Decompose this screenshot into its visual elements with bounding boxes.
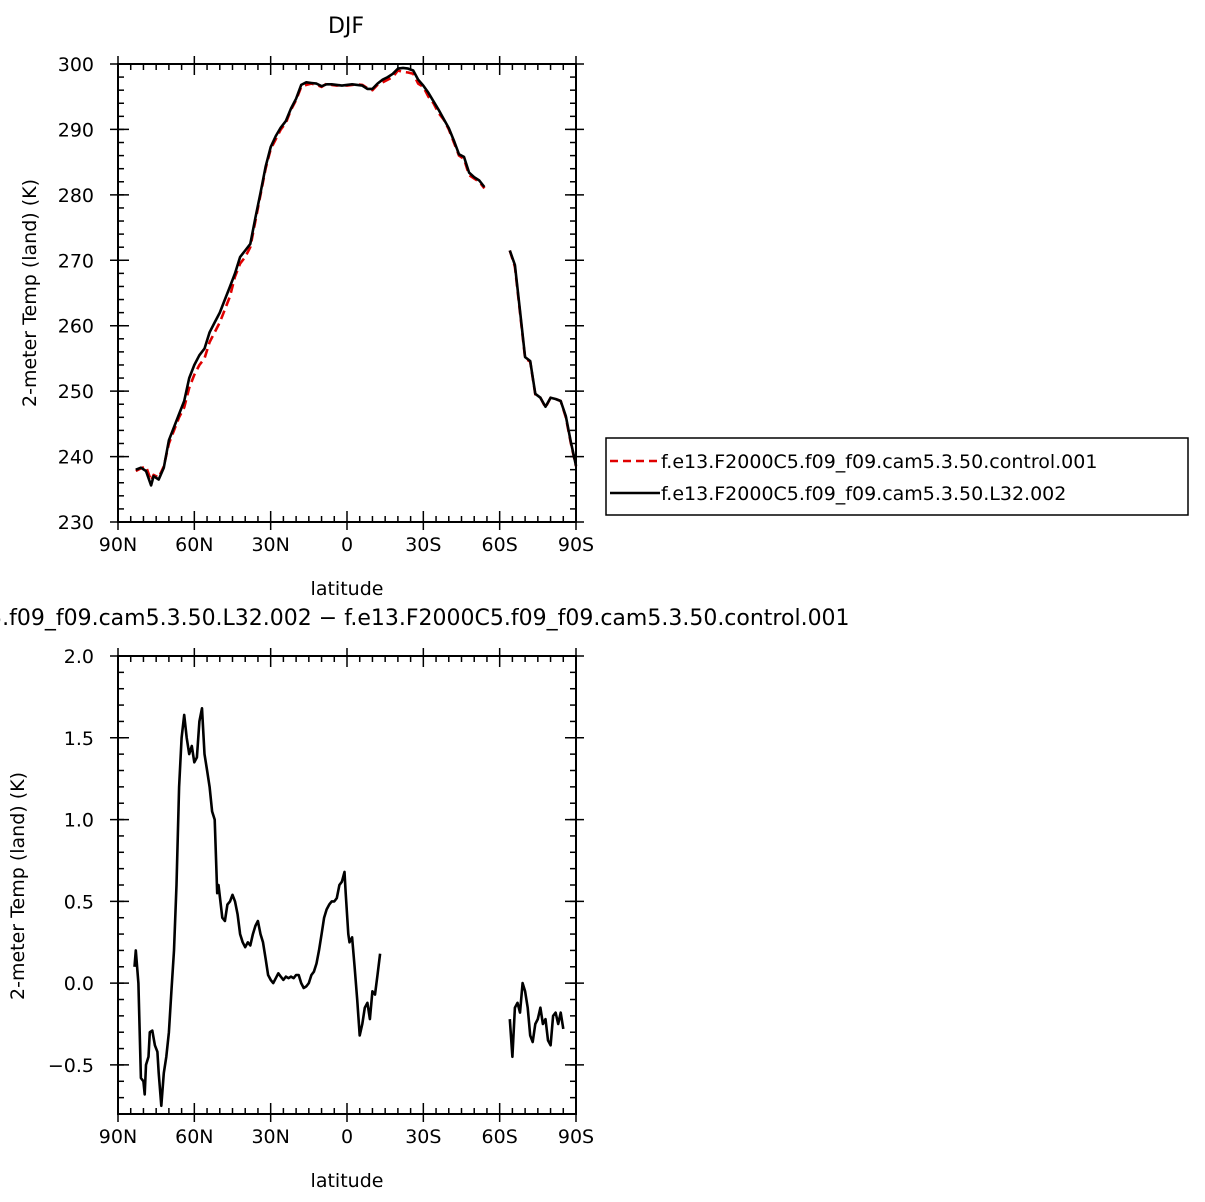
- series-line-1-segment-1: [508, 250, 578, 466]
- x-tick-label: 60S: [482, 1126, 518, 1148]
- plot-frame: [117, 655, 577, 1115]
- y-tick-label: 2.0: [64, 646, 94, 668]
- x-tick-label: 0: [341, 534, 353, 556]
- series-line-0-segment-0: [133, 707, 382, 1108]
- y-tick-label: 290: [58, 119, 94, 141]
- x-tick-label: 90N: [99, 534, 137, 556]
- top-panel-series: [135, 66, 578, 487]
- y-tick-label: 0.5: [64, 891, 94, 913]
- top-panel: DJF 90N 60N 30N 0 30S 60S 90S 230 240 250 260 270 28…: [19, 14, 1189, 600]
- x-tick-label: 30S: [405, 1126, 441, 1148]
- y-tick-label: 240: [58, 447, 94, 469]
- y-tick-label: 230: [58, 512, 94, 534]
- bottom-panel-x-axis-label: latitude: [311, 1170, 384, 1192]
- x-tick-label: 30N: [251, 534, 289, 556]
- y-tick-label: 270: [58, 250, 94, 272]
- bottom-panel-title: f.e13.F2000C5.f09_f09.cam5.3.50.L32.002 …: [0, 606, 850, 631]
- y-tick-label: 280: [58, 185, 94, 207]
- y-tick-label: 260: [58, 316, 94, 338]
- top-panel-x-axis-label: latitude: [311, 578, 384, 600]
- bottom-panel: f.e13.F2000C5.f09_f09.cam5.3.50.L32.002 …: [0, 606, 850, 1192]
- bottom-panel-series: [133, 707, 565, 1108]
- x-tick-label: 60S: [482, 534, 518, 556]
- y-tick-label: 0.0: [64, 973, 94, 995]
- x-tick-label: 30S: [405, 534, 441, 556]
- x-tick-label: 0: [341, 1126, 353, 1148]
- x-tick-label: 60N: [175, 534, 213, 556]
- top-panel-axes: 90N 60N 30N 0 30S 60S 90S 230 240 250 260 270 280 290…: [58, 54, 594, 556]
- legend: f.e13.F2000C5.f09_f09.cam5.3.50.control.…: [605, 437, 1189, 516]
- x-tick-label: 60N: [175, 1126, 213, 1148]
- series-line-1-segment-0: [135, 66, 486, 487]
- series-line-0-segment-1: [508, 981, 565, 1059]
- top-panel-y-axis-label: 2-meter Temp (land) (K): [19, 179, 41, 407]
- x-tick-label: 90S: [558, 1126, 594, 1148]
- y-tick-label: 250: [58, 381, 94, 403]
- top-panel-title: DJF: [328, 14, 364, 39]
- legend-box: [605, 437, 1189, 516]
- y-tick-label: 300: [58, 54, 94, 76]
- legend-label-control: f.e13.F2000C5.f09_f09.cam5.3.50.control.…: [661, 451, 1097, 473]
- x-tick-label: 90S: [558, 534, 594, 556]
- bottom-panel-y-axis-label: 2-meter Temp (land) (K): [7, 772, 29, 1000]
- bottom-panel-axes: 90N 60N 30N 0 30S 60S 90S −0.5 0.0 0.5 1.0 1.5 2.0: [48, 646, 594, 1148]
- x-tick-label: 90N: [99, 1126, 137, 1148]
- y-tick-label: 1.5: [64, 728, 94, 750]
- plot-frame: [117, 63, 577, 523]
- y-tick-label: −0.5: [48, 1055, 94, 1077]
- series-line-0-segment-1: [508, 250, 578, 467]
- series-line-0-segment-0: [135, 69, 486, 483]
- legend-label-l32: f.e13.F2000C5.f09_f09.cam5.3.50.L32.002: [661, 483, 1066, 505]
- y-tick-label: 1.0: [64, 810, 94, 832]
- x-tick-label: 30N: [251, 1126, 289, 1148]
